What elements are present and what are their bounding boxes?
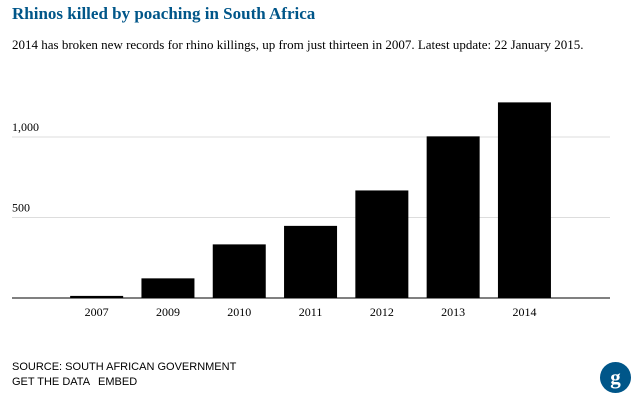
svg-text:g: g: [610, 365, 621, 389]
chart-subtitle: 2014 has broken new records for rhino ki…: [12, 37, 584, 52]
bar-2009: [141, 278, 195, 298]
bar-2011: [284, 225, 338, 298]
bars: [70, 102, 551, 298]
bar-2007: [70, 295, 124, 298]
footer-links: GET THE DATA EMBED: [12, 376, 137, 388]
bar-2014: [497, 102, 551, 298]
x-tick-label: 2013: [441, 305, 465, 319]
y-tick-label: 500: [12, 201, 30, 215]
x-tick-label: 2014: [512, 305, 536, 319]
embed-link[interactable]: EMBED: [98, 376, 138, 388]
x-tick-label: 2010: [227, 305, 251, 319]
chart-title: Rhinos killed by poaching in South Afric…: [12, 4, 316, 23]
x-tick-label: 2009: [156, 305, 180, 319]
source-note: SOURCE: SOUTH AFRICAN GOVERNMENT: [12, 361, 237, 373]
x-tick-label: 2007: [85, 305, 109, 319]
bar-2010: [212, 244, 266, 298]
get-the-data-link[interactable]: GET THE DATA: [12, 376, 91, 388]
guardian-g-icon[interactable]: g: [600, 362, 631, 393]
axis-labels: 500 1,000 2007 2009 2010 2011 2012 2013 2014: [12, 120, 536, 319]
bar-2013: [426, 136, 480, 298]
bar-2012: [355, 190, 409, 298]
x-tick-label: 2012: [370, 305, 394, 319]
bar-chart: 500 1,000 2007 2009 2010 2011 2012 2013 2014: [12, 102, 610, 319]
y-tick-label: 1,000: [12, 120, 39, 134]
x-tick-label: 2011: [299, 305, 323, 319]
